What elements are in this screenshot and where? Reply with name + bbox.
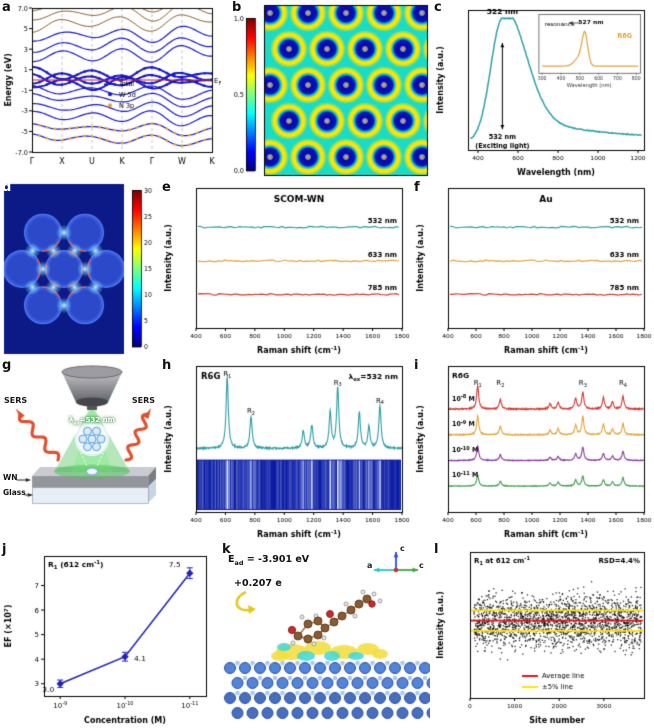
panel-letter-l: l	[434, 542, 439, 557]
charge-transfer-label: +0.207 e	[234, 578, 282, 589]
wn-layer-label: WN	[3, 473, 18, 482]
axis-label-right: c	[419, 561, 424, 570]
band-structure-plot	[2, 2, 228, 178]
panel-letter-a: a	[2, 0, 11, 15]
charge-density-map	[232, 2, 430, 178]
panel-letter-j: j	[2, 542, 7, 557]
panel-letter-d: d	[2, 180, 12, 195]
panel-a: a	[2, 0, 228, 178]
panel-letter-k: k	[222, 542, 231, 557]
enhancement-factor-plot	[2, 544, 218, 726]
laser-wavelength-label: λex=532 nm	[69, 416, 115, 427]
panel-d: d	[2, 180, 158, 356]
panel-k: k Ead = -3.901 eV +0.207 e c a c	[222, 542, 430, 726]
reproducibility-scatter-plot	[434, 544, 652, 726]
absorption-spectrum-plot	[434, 2, 652, 178]
gold-blank-spectra-plot	[414, 182, 652, 356]
efield-enhancement-map	[2, 182, 158, 356]
adsorption-structure-illustration	[222, 544, 430, 726]
panel-g: g λex=532 nm SERS SERS WN Glass	[2, 358, 158, 540]
sers-label-left: SERS	[4, 396, 28, 405]
panel-j: j	[2, 542, 218, 726]
panel-letter-b: b	[232, 0, 242, 15]
panel-e: e	[162, 180, 410, 356]
r6g-concentration-spectra-plot	[414, 360, 652, 540]
panel-letter-h: h	[162, 358, 172, 373]
panel-letter-f: f	[414, 180, 420, 195]
panel-h: h	[162, 358, 410, 540]
panel-letter-g: g	[2, 358, 12, 373]
panel-letter-c: c	[434, 0, 442, 15]
r6g-sers-spectrum-plot	[162, 360, 410, 540]
substrate-blank-spectra-plot	[162, 182, 410, 356]
sers-label-right: SERS	[131, 396, 155, 405]
axis-label-left: a	[367, 561, 373, 570]
panel-l: l	[434, 542, 652, 726]
panel-c: c	[434, 0, 652, 178]
axis-label-up: c	[400, 544, 405, 553]
adsorption-energy-label: Ead = -3.901 eV	[228, 554, 310, 567]
panel-b: b	[232, 0, 430, 178]
glass-layer-label: Glass	[3, 488, 26, 497]
panel-f: f	[414, 180, 652, 356]
panel-i: i	[414, 358, 652, 540]
panel-letter-e: e	[162, 180, 171, 195]
sers-measurement-schematic	[2, 360, 158, 540]
panel-letter-i: i	[414, 358, 419, 373]
